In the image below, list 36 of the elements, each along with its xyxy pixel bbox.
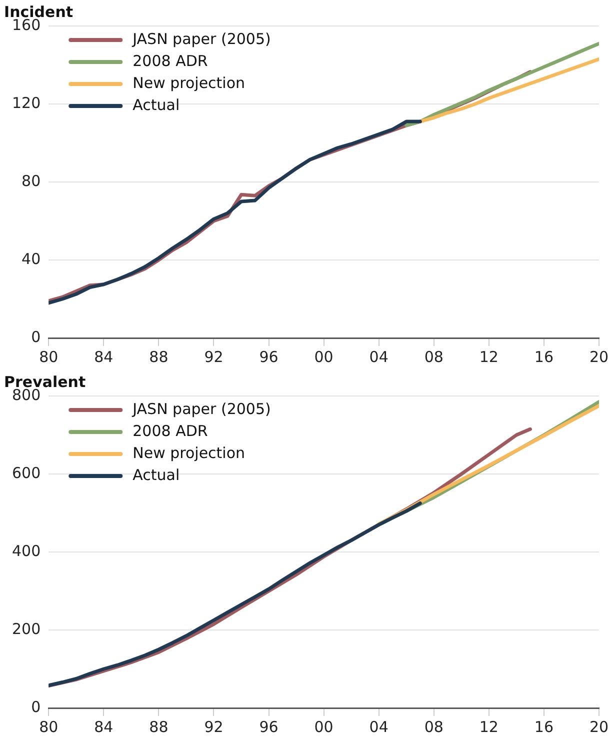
legend-label: New projection [132, 74, 246, 92]
legend-label: New projection [132, 444, 246, 462]
x-tick-label: 16 [534, 348, 554, 366]
x-tick-label: 04 [369, 348, 388, 366]
y-tick-label: 120 [12, 94, 41, 112]
x-tick-label: 00 [314, 348, 334, 366]
x-tick-label: 08 [424, 718, 444, 736]
x-tick-label: 16 [534, 718, 554, 736]
x-tick-label: 08 [424, 348, 444, 366]
x-tick-label: 92 [204, 718, 224, 736]
legend-label: 2008 ADR [132, 422, 208, 440]
x-tick-label: 84 [94, 718, 114, 736]
x-tick-label: 12 [479, 718, 498, 736]
x-tick-label: 20 [589, 348, 609, 366]
legend-label: JASN paper (2005) [132, 30, 271, 48]
y-tick-label: 40 [22, 250, 41, 268]
x-tick-label: 92 [204, 348, 224, 366]
y-tick-label: 400 [12, 542, 41, 560]
x-tick-label: 96 [259, 718, 278, 736]
x-tick-label: 12 [479, 348, 498, 366]
y-tick-label: 200 [12, 620, 41, 638]
legend-label: 2008 ADR [132, 52, 208, 70]
y-tick-label: 0 [31, 328, 41, 346]
legend-label: Actual [132, 96, 180, 114]
y-tick-label: 0 [31, 698, 41, 716]
x-tick-label: 04 [369, 718, 388, 736]
x-tick-label: 96 [259, 348, 278, 366]
x-tick-label: 84 [94, 348, 114, 366]
legend-label: Actual [132, 466, 180, 484]
legend-label: JASN paper (2005) [132, 400, 271, 418]
y-tick-label: 600 [12, 464, 41, 482]
x-tick-label: 88 [149, 718, 168, 736]
x-tick-label: 00 [314, 718, 334, 736]
x-tick-label: 20 [589, 718, 609, 736]
y-tick-label: 80 [22, 172, 41, 190]
x-tick-label: 88 [149, 348, 168, 366]
